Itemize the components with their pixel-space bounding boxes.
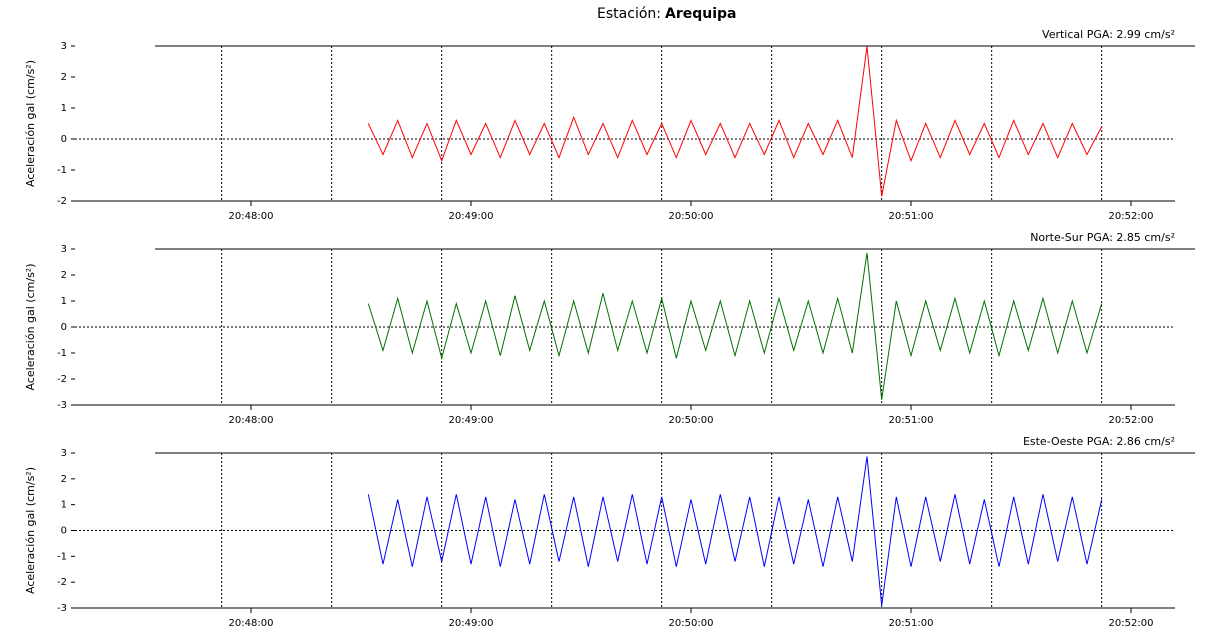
x-tick-label: 20:50:00 (669, 618, 714, 629)
x-tick-label: 20:52:00 (1109, 618, 1154, 629)
title-label: Estación: (597, 6, 661, 22)
y-tick-label: 2 (61, 474, 67, 485)
y-tick-label: -1 (57, 165, 67, 176)
y-tick-label: 2 (61, 72, 67, 83)
x-tick-label: 20:52:00 (1109, 211, 1154, 222)
y-tick-label: -1 (57, 348, 67, 359)
y-tick-label: -2 (57, 374, 67, 385)
y-tick-label: -2 (57, 577, 67, 588)
y-tick-label: 0 (61, 322, 67, 333)
y-tick-label: 3 (61, 448, 67, 459)
y-tick-label: -2 (57, 196, 67, 207)
y-tick-label: -3 (57, 400, 67, 411)
y-tick-label: 2 (61, 270, 67, 281)
x-tick-label: 20:48:00 (229, 618, 274, 629)
y-tick-label: -1 (57, 551, 67, 562)
y-axis-label: Aceleración gal (cm/s²) (24, 263, 37, 390)
x-tick-label: 20:51:00 (889, 211, 934, 222)
y-tick-label: 1 (61, 500, 67, 511)
y-tick-label: 0 (61, 134, 67, 145)
x-tick-label: 20:51:00 (889, 415, 934, 426)
annotation: Norte-Sur PGA: 2.85 cm/s² (1030, 231, 1175, 244)
y-tick-label: -3 (57, 603, 67, 614)
x-tick-label: 20:49:00 (449, 211, 494, 222)
x-tick-label: 20:50:00 (669, 211, 714, 222)
annotation: Vertical PGA: 2.99 cm/s² (1042, 28, 1175, 41)
x-tick-label: 20:48:00 (229, 415, 274, 426)
y-axis-label: Aceleración gal (cm/s²) (24, 467, 37, 594)
x-tick-label: 20:52:00 (1109, 415, 1154, 426)
title-station: Arequipa (665, 6, 737, 22)
annotation: Este-Oeste PGA: 2.86 cm/s² (1023, 435, 1175, 448)
x-tick-label: 20:48:00 (229, 211, 274, 222)
waveform (367, 252, 1103, 400)
y-tick-label: 1 (61, 103, 67, 114)
y-tick-label: 3 (61, 41, 67, 52)
y-tick-label: 1 (61, 296, 67, 307)
x-tick-label: 20:49:00 (449, 415, 494, 426)
x-tick-label: 20:50:00 (669, 415, 714, 426)
waveform (367, 456, 1103, 606)
y-axis-label: Aceleración gal (cm/s²) (24, 60, 37, 187)
waveform (367, 46, 1103, 197)
x-tick-label: 20:49:00 (449, 618, 494, 629)
x-tick-label: 20:51:00 (889, 618, 934, 629)
y-tick-label: 0 (61, 526, 67, 537)
y-tick-label: 3 (61, 244, 67, 255)
